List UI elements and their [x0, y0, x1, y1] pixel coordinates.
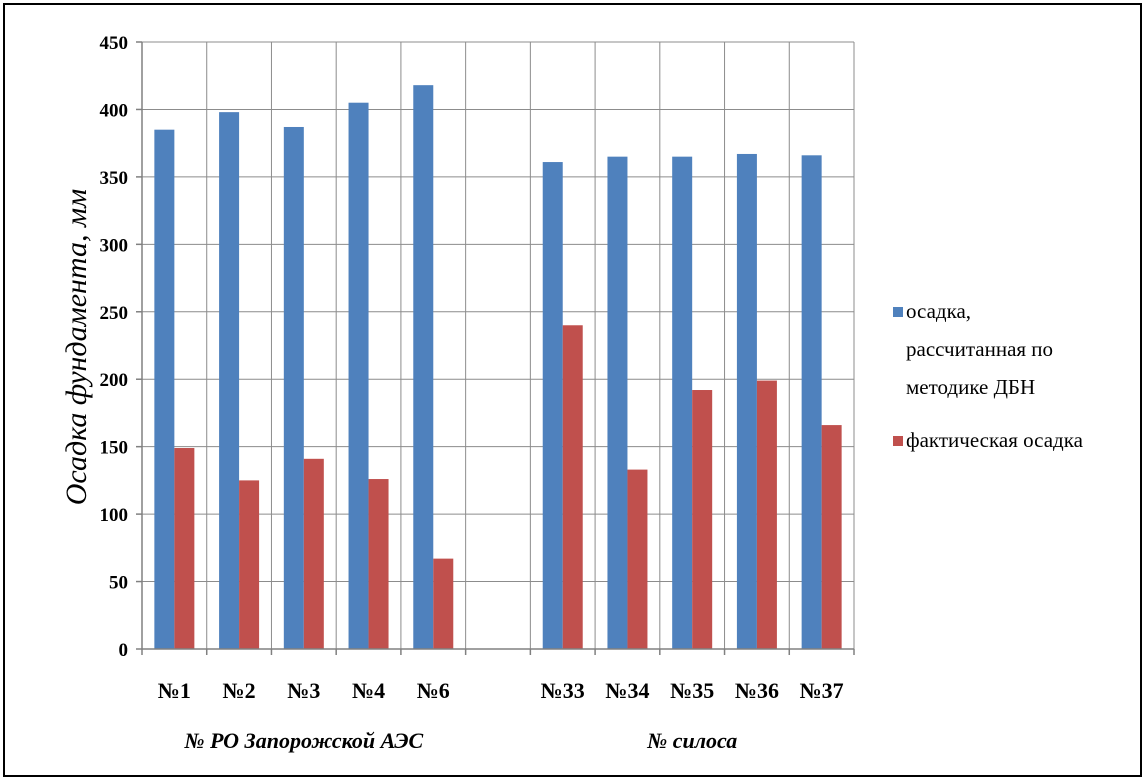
bar-actual	[433, 558, 454, 649]
legend-label-calculated: осадка, рассчитанная по методике ДБН	[906, 299, 1053, 399]
bar-actual	[174, 448, 195, 649]
x-group-label: № РО Запорожской АЭС	[183, 728, 423, 753]
x-category-label: №36	[735, 678, 779, 703]
bars	[154, 85, 842, 650]
x-category-label: №37	[800, 678, 844, 703]
legend: осадка, рассчитанная по методике ДБН фактич…	[893, 299, 1084, 452]
legend-swatch-calculated	[893, 307, 903, 317]
x-category-label: №6	[417, 678, 450, 703]
bar-calculated	[219, 112, 240, 650]
x-group-label: № силоса	[646, 728, 737, 753]
x-category-label: №1	[158, 678, 191, 703]
y-tick-label: 400	[100, 100, 129, 121]
x-category-labels: №1 №2 №3 №4 №6 №33 №34 №35 №36 №37	[158, 678, 844, 703]
bar-calculated	[348, 102, 369, 649]
y-axis-label: Осадка фундамента, мм	[60, 189, 93, 506]
bar-calculated	[542, 162, 563, 649]
plot-background	[142, 42, 854, 649]
x-category-label: №34	[605, 678, 649, 703]
bar-calculated	[413, 85, 434, 650]
axes	[136, 41, 855, 655]
y-tick-label: 100	[100, 505, 129, 526]
bar-calculated	[154, 129, 175, 649]
x-category-label: №4	[352, 678, 385, 703]
bar-calculated	[736, 153, 757, 650]
bar-actual	[368, 479, 389, 649]
x-category-label: №35	[670, 678, 714, 703]
y-tick-labels: 0 50 100 150 200 250 300 350 400 450	[100, 33, 129, 661]
x-category-label: №3	[287, 678, 320, 703]
bar-actual	[562, 325, 583, 649]
bar-actual	[239, 480, 260, 649]
legend-swatch-actual	[893, 436, 903, 446]
y-tick-label: 200	[100, 370, 129, 391]
x-category-label: №33	[541, 678, 585, 703]
y-tick-label: 150	[100, 438, 129, 459]
legend-label-actual: фактическая осадка	[906, 428, 1084, 452]
bar-calculated	[801, 155, 822, 649]
plot-area	[142, 42, 854, 649]
x-category-label: №2	[223, 678, 256, 703]
gridlines	[142, 41, 855, 649]
bar-actual	[821, 425, 842, 649]
y-tick-label: 50	[109, 573, 128, 594]
y-tick-label: 350	[100, 168, 129, 189]
y-tick-label: 0	[119, 640, 129, 661]
y-tick-label: 300	[100, 235, 129, 256]
bar-calculated	[607, 156, 628, 649]
bar-actual	[756, 380, 777, 649]
y-tick-label: 450	[100, 33, 129, 54]
bar-actual	[627, 469, 648, 649]
bar-calculated	[283, 126, 304, 650]
bar-actual	[303, 458, 324, 649]
x-group-labels: № РО Запорожской АЭС № силоса	[183, 728, 737, 753]
bar-actual	[692, 390, 713, 649]
bar-calculated	[672, 156, 693, 649]
y-tick-label: 250	[100, 303, 129, 324]
